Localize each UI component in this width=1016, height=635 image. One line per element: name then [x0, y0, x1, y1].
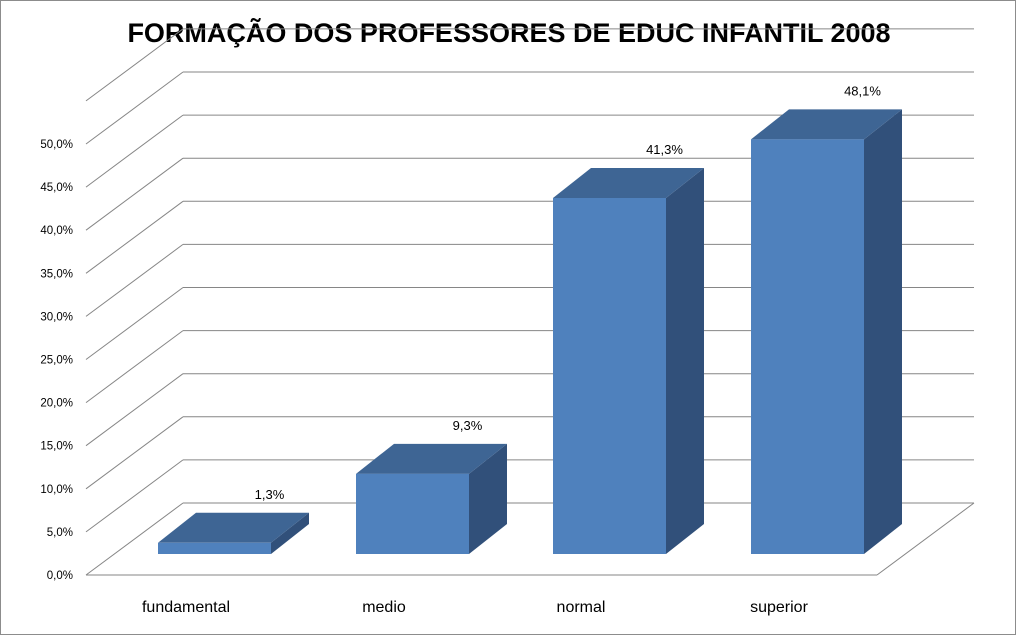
- y-tick-label: 15,0%: [40, 441, 73, 453]
- gridline-side: [85, 330, 184, 404]
- bar-top: [356, 443, 507, 474]
- data-label: 41,3%: [646, 142, 683, 157]
- gridline-side: [85, 459, 184, 533]
- data-label: 48,1%: [844, 83, 881, 98]
- gridline-side: [85, 200, 184, 274]
- y-tick-label: 0,0%: [47, 570, 73, 582]
- data-labels: 1,3% 9,3% 41,3% 48,1%: [255, 83, 882, 501]
- gridline-side: [85, 287, 184, 360]
- y-tick-label: 40,0%: [40, 225, 73, 237]
- bar-normal: [553, 167, 704, 554]
- bar-side: [666, 167, 704, 554]
- y-tick-label: 25,0%: [40, 355, 73, 367]
- y-tick-label: 30,0%: [40, 311, 73, 323]
- bar-side: [864, 109, 902, 555]
- y-tick-label: 10,0%: [40, 484, 73, 496]
- bar-top: [158, 512, 309, 543]
- gridline-side: [85, 114, 184, 188]
- data-label: 9,3%: [453, 418, 483, 433]
- bar-side: [271, 512, 309, 554]
- chart-title: FORMAÇÃO DOS PROFESSORES DE EDUC INFANTI…: [127, 17, 890, 48]
- y-axis-ticks: 0,0% 5,0% 10,0% 15,0% 20,0% 25,0% 30,0% 35,0% 40…: [40, 139, 73, 582]
- bar-front: [356, 473, 469, 554]
- gridline-side: [85, 373, 184, 447]
- category-label: superior: [750, 599, 808, 616]
- x-axis-categories: fundamental medio normal superior: [142, 599, 809, 616]
- data-label: 1,3%: [255, 487, 285, 502]
- category-label: fundamental: [142, 599, 230, 616]
- bar-superior: [751, 109, 902, 555]
- bar-front: [751, 139, 864, 555]
- gridline-side: [85, 157, 184, 231]
- gridline-side: [85, 416, 184, 490]
- bars: [158, 109, 902, 555]
- bar-side: [469, 443, 507, 554]
- bar-fundamental: [158, 512, 309, 554]
- category-label: medio: [362, 599, 406, 616]
- y-tick-label: 20,0%: [40, 398, 73, 410]
- category-label: normal: [557, 599, 606, 616]
- y-tick-label: 35,0%: [40, 268, 73, 280]
- gridline-side: [85, 71, 184, 145]
- bar-top: [553, 167, 704, 198]
- y-tick-label: 50,0%: [40, 139, 73, 151]
- y-tick-label: 5,0%: [47, 527, 73, 539]
- gridline-side: [85, 28, 184, 102]
- floor-right-edge: [876, 502, 975, 576]
- gridline-side: [85, 502, 184, 576]
- bar-front: [158, 542, 271, 554]
- bar-medio: [356, 443, 507, 554]
- bar-front: [553, 197, 666, 554]
- y-tick-label: 45,0%: [40, 182, 73, 194]
- gridline-side: [85, 243, 184, 317]
- bar-top: [751, 109, 902, 140]
